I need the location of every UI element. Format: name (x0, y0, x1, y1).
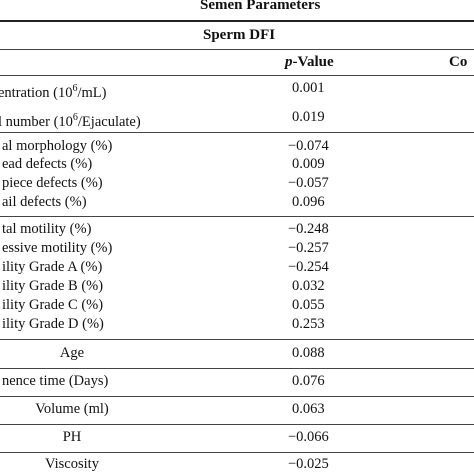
value-total-number: 0.019 (292, 109, 325, 125)
subheader-rule (0, 49, 474, 50)
value-viscosity: −0.025 (288, 456, 329, 472)
row-label: al morphology (%) (2, 138, 113, 154)
row-label-total-number: l number (106/Ejaculate) (0, 109, 141, 131)
pvalue-column-header: p-Value (285, 54, 334, 71)
row-label: piece defects (%) (2, 175, 103, 191)
co-column-header: Co (449, 54, 468, 70)
value-abstinence: 0.076 (292, 373, 325, 389)
row-label: ility Grade D (%) (2, 316, 104, 332)
label-text: l number (10 (0, 113, 73, 130)
row-value: −0.248 (288, 221, 329, 237)
row-label-viscosity: Viscosity (45, 456, 99, 472)
superscript: 6 (72, 83, 78, 94)
label-text: entration (10 (0, 84, 73, 101)
table-title: Semen Parameters (200, 0, 321, 13)
row-value: −0.254 (288, 259, 329, 275)
label-text-suffix: /Ejaculate) (77, 113, 141, 130)
row-value: −0.057 (288, 175, 329, 191)
row-label: ility Grade A (%) (2, 259, 103, 275)
row-label-volume: Volume (ml) (35, 401, 109, 417)
value-volume: 0.063 (292, 401, 325, 417)
row-label: ility Grade C (%) (2, 297, 104, 313)
p-letter: p (285, 54, 293, 70)
group-rule (0, 132, 474, 133)
title-rule (0, 20, 474, 22)
row-label: ility Grade B (%) (2, 278, 104, 294)
row-label: ead defects (%) (2, 156, 93, 172)
row-label-concentration: entration (106/mL) (0, 80, 107, 102)
row-value: 0.253 (292, 316, 325, 332)
value-concentration: 0.001 (292, 80, 325, 96)
value-suffix: -Value (292, 54, 334, 70)
row-label: essive motility (%) (2, 240, 113, 256)
group-rule (0, 368, 474, 369)
row-value: −0.257 (288, 240, 329, 256)
row-value: −0.074 (288, 138, 329, 154)
row-label-age: Age (59, 345, 85, 361)
group-rule (0, 452, 474, 453)
group-rule (0, 424, 474, 425)
row-value: 0.055 (292, 297, 325, 313)
superscript: 6 (72, 112, 78, 123)
group-rule (0, 396, 474, 397)
row-value: 0.009 (292, 156, 325, 172)
group-rule (0, 216, 474, 217)
row-label: tal motility (%) (2, 221, 92, 237)
value-ph: −0.066 (288, 429, 329, 445)
row-label: ail defects (%) (2, 194, 87, 210)
value-age: 0.088 (292, 345, 325, 361)
header-rule (0, 75, 474, 76)
row-value: 0.032 (292, 278, 325, 294)
label-text-suffix: /mL) (77, 84, 107, 101)
row-value: 0.096 (292, 194, 325, 210)
table-subheader: Sperm DFI (203, 27, 276, 43)
row-label-abstinence: nence time (Days) (2, 373, 109, 389)
group-rule (0, 339, 474, 340)
row-label-ph: PH (62, 429, 82, 445)
